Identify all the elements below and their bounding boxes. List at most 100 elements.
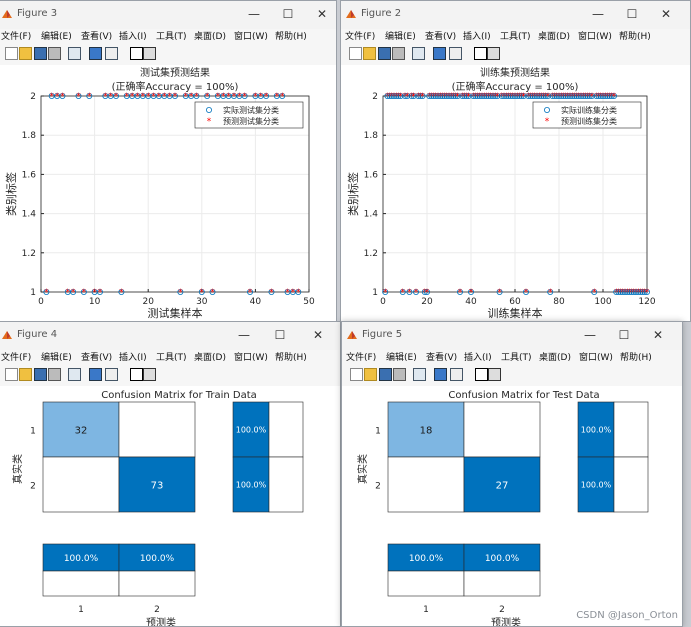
zoom-icon[interactable] — [68, 47, 81, 60]
colorbar-icon[interactable] — [89, 368, 102, 381]
predicted-point: * — [489, 92, 494, 102]
menu-item[interactable]: 编辑(E) — [41, 353, 72, 363]
pointer-icon[interactable] — [474, 47, 487, 60]
open-folder-icon[interactable] — [363, 47, 376, 60]
title-bar[interactable]: Figure 2 — ☐ ✕ — [341, 1, 690, 29]
print-icon[interactable] — [392, 47, 405, 60]
maximize-button[interactable]: ☐ — [274, 328, 286, 342]
menu-item[interactable]: 文件(F) — [1, 32, 32, 42]
property-editor-icon[interactable] — [487, 47, 500, 60]
legend-icon[interactable] — [449, 47, 462, 60]
minimize-button[interactable]: — — [592, 7, 604, 21]
minimize-button[interactable]: — — [238, 328, 250, 342]
print-icon[interactable] — [393, 368, 406, 381]
menu-item[interactable]: 工具(T) — [501, 353, 532, 363]
actual-point — [470, 92, 477, 99]
menu-item[interactable]: 桌面(D) — [194, 353, 226, 363]
menu-item[interactable]: 帮助(H) — [275, 353, 307, 363]
predicted-point: * — [49, 92, 54, 102]
menu-item[interactable]: 桌面(D) — [539, 353, 571, 363]
predicted-point: * — [423, 288, 428, 298]
y-tick-label: 1 — [30, 288, 36, 298]
actual-point — [435, 92, 442, 99]
menu-item[interactable]: 窗口(W) — [579, 353, 613, 363]
menu-item[interactable]: 窗口(W) — [234, 32, 268, 42]
close-button[interactable]: ✕ — [316, 7, 328, 21]
menu-item[interactable]: 编辑(E) — [385, 32, 416, 42]
pointer-icon[interactable] — [130, 368, 143, 381]
zoom-icon[interactable] — [413, 368, 426, 381]
menu-item[interactable]: 查看(V) — [81, 353, 113, 363]
zoom-icon[interactable] — [68, 368, 81, 381]
menu-item[interactable]: 文件(F) — [1, 353, 32, 363]
menu-item[interactable]: 窗口(W) — [234, 353, 268, 363]
menu-item[interactable]: 工具(T) — [156, 353, 187, 363]
new-file-icon[interactable] — [349, 47, 362, 60]
save-icon[interactable] — [34, 368, 47, 381]
colorbar-icon[interactable] — [89, 47, 102, 60]
title-bar[interactable]: Figure 4 — ☐ ✕ — [0, 322, 340, 350]
x-tick-label: 40 — [250, 297, 262, 307]
property-editor-icon[interactable] — [143, 368, 156, 381]
new-file-icon[interactable] — [5, 47, 18, 60]
maximize-button[interactable]: ☐ — [626, 7, 638, 21]
pointer-icon[interactable] — [475, 368, 488, 381]
property-editor-icon[interactable] — [488, 368, 501, 381]
actual-point — [527, 92, 534, 99]
colorbar-icon[interactable] — [434, 368, 447, 381]
new-file-icon[interactable] — [5, 368, 18, 381]
menu-item[interactable]: 插入(I) — [119, 353, 147, 363]
predicted-point: * — [550, 92, 555, 102]
print-icon[interactable] — [48, 47, 61, 60]
pointer-icon[interactable] — [130, 47, 143, 60]
menu-item[interactable]: 工具(T) — [156, 32, 187, 42]
menu-item[interactable]: 查看(V) — [425, 32, 457, 42]
actual-point — [588, 92, 595, 99]
save-icon[interactable] — [34, 47, 47, 60]
matrix-cell-value: 73 — [151, 481, 164, 492]
open-folder-icon[interactable] — [19, 368, 32, 381]
close-button[interactable]: ✕ — [652, 328, 664, 342]
new-file-icon[interactable] — [350, 368, 363, 381]
colorbar-icon[interactable] — [433, 47, 446, 60]
y-tick-label: 1.6 — [22, 170, 37, 180]
close-button[interactable]: ✕ — [660, 7, 672, 21]
menu-item[interactable]: 插入(I) — [463, 32, 491, 42]
zoom-icon[interactable] — [412, 47, 425, 60]
menu-item[interactable]: 窗口(W) — [578, 32, 612, 42]
close-button[interactable]: ✕ — [312, 328, 324, 342]
actual-point — [43, 288, 50, 295]
maximize-button[interactable]: ☐ — [282, 7, 294, 21]
menu-item[interactable]: 查看(V) — [426, 353, 458, 363]
open-folder-icon[interactable] — [364, 368, 377, 381]
property-editor-icon[interactable] — [143, 47, 156, 60]
minimize-button[interactable]: — — [584, 328, 596, 342]
menu-item[interactable]: 帮助(H) — [619, 32, 651, 42]
print-icon[interactable] — [48, 368, 61, 381]
menu-item[interactable]: 编辑(E) — [386, 353, 417, 363]
menu-item[interactable]: 工具(T) — [500, 32, 531, 42]
row-summary-cell — [268, 401, 304, 458]
minimize-button[interactable]: — — [248, 7, 260, 21]
legend-icon[interactable] — [105, 47, 118, 60]
menu-item[interactable]: 桌面(D) — [538, 32, 570, 42]
menu-item[interactable]: 编辑(E) — [41, 32, 72, 42]
menu-item[interactable]: 文件(F) — [346, 353, 377, 363]
menu-item[interactable]: 文件(F) — [345, 32, 376, 42]
legend-icon[interactable] — [105, 368, 118, 381]
menu-item[interactable]: 桌面(D) — [194, 32, 226, 42]
menu-item[interactable]: 帮助(H) — [620, 353, 652, 363]
save-icon[interactable] — [378, 47, 391, 60]
open-folder-icon[interactable] — [19, 47, 32, 60]
legend-icon[interactable] — [450, 368, 463, 381]
predicted-point: * — [616, 288, 621, 298]
maximize-button[interactable]: ☐ — [618, 328, 630, 342]
menu-item[interactable]: 帮助(H) — [275, 32, 307, 42]
menu-item[interactable]: 插入(I) — [119, 32, 147, 42]
title-bar[interactable]: Figure 5 — ☐ ✕ — [342, 322, 682, 350]
menu-item[interactable]: 查看(V) — [81, 32, 113, 42]
title-bar[interactable]: Figure 3 — ☐ ✕ — [0, 1, 336, 29]
save-icon[interactable] — [379, 368, 392, 381]
actual-point — [643, 288, 650, 295]
menu-item[interactable]: 插入(I) — [464, 353, 492, 363]
